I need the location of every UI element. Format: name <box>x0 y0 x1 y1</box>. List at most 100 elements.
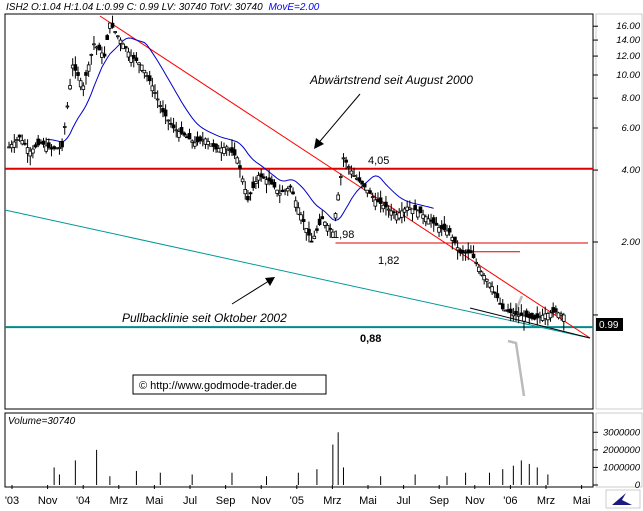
price-bar-body <box>490 286 494 293</box>
price-bar-body <box>485 278 489 282</box>
price-bar-body <box>548 312 553 319</box>
last-price-box <box>596 318 623 331</box>
price-bar-body <box>562 314 566 322</box>
last-price-value: 0.99 <box>599 320 619 331</box>
price-bar-body <box>275 189 279 194</box>
price-bar-body <box>174 129 179 132</box>
y-tick-label: 4.00 <box>622 165 641 176</box>
price-bar-body <box>296 207 301 215</box>
copyright-box <box>132 374 327 395</box>
x-tick-label: Mrz <box>537 495 555 507</box>
price-bar-body <box>57 147 62 149</box>
price-bar-body <box>312 235 317 240</box>
price-bar-body <box>479 271 484 276</box>
price-bar-body <box>522 315 526 322</box>
level-198-label: 1,98 <box>333 229 354 241</box>
price-bar-body <box>339 176 343 178</box>
x-tick-label: '06 <box>503 495 517 507</box>
ohlc-header: ISH2 O:1.04 H:1.04 L:0.99 C: 0.99 LV: 30… <box>6 2 320 13</box>
price-bar-body <box>81 85 86 90</box>
price-bar-body <box>84 72 88 76</box>
price-bar-body <box>500 303 505 310</box>
price-bar-body <box>437 227 441 233</box>
volume-bars <box>53 432 549 485</box>
wedge-line <box>469 307 591 339</box>
price-bar-body <box>535 313 540 319</box>
x-tick-label: Sep <box>429 495 449 507</box>
volume-tick-label: 0 <box>635 480 641 491</box>
pullback-arrow <box>231 278 273 305</box>
x-tick-label: Mai <box>146 495 164 507</box>
price-bar-body <box>317 218 322 226</box>
x-axis: '03 Nov '04 Mrz Mai Jul Sep Nov '05 Mrz Mai Jul Sep N… <box>5 485 590 507</box>
support-label: 0,88 <box>360 333 381 345</box>
price-bar-body <box>272 181 277 188</box>
resistance-label: 4,05 <box>368 155 389 167</box>
x-tick-label: Jul <box>183 495 197 507</box>
price-bar-body <box>235 157 240 164</box>
price-bar-body <box>76 72 80 76</box>
ma-label: MovE=2.00 <box>268 2 319 13</box>
price-bar-body <box>78 80 83 88</box>
price-bar-body <box>487 282 492 288</box>
x-tick-label: Mai <box>359 495 377 507</box>
moving-average <box>46 37 434 221</box>
price-bar-body <box>328 227 332 230</box>
price-bar-body <box>182 132 187 136</box>
price-bar-body <box>474 261 478 264</box>
price-bar-body <box>333 213 338 219</box>
downtrend-arrow <box>315 93 361 147</box>
x-tick-label: Nov <box>38 495 58 507</box>
copyright-text: © http://www.godmode-trader.de <box>139 380 297 392</box>
price-bar-body <box>288 185 293 188</box>
price-bar-body <box>349 170 354 175</box>
volume-tick-label: 3000000 <box>603 427 641 438</box>
price-bar-body <box>256 174 261 181</box>
price-bar-body <box>147 75 152 82</box>
price-bar-body <box>47 142 51 148</box>
price-bars <box>7 15 566 331</box>
price-bar-body <box>20 140 25 145</box>
price-bar-body <box>248 192 253 195</box>
price-bar-body <box>418 206 423 214</box>
x-tick-label: Mrz <box>110 495 128 507</box>
price-bar-body <box>352 174 356 177</box>
price-bar-body <box>179 127 184 134</box>
price-bar-body <box>113 31 117 33</box>
price-bar-body <box>264 179 269 185</box>
volume-label: Volume=30740 <box>8 416 76 427</box>
price-bar-body <box>193 142 197 147</box>
price-bar-body <box>301 219 306 222</box>
price-bar-body <box>453 236 457 243</box>
price-bar-body <box>410 208 415 215</box>
price-bar-body <box>139 64 144 71</box>
arrow-logo-icon <box>612 493 632 505</box>
downtrend-line <box>99 15 591 339</box>
price-bar-body <box>177 131 181 138</box>
price-bar-body <box>102 53 107 57</box>
price-bar-body <box>299 214 303 221</box>
price-bar-body <box>68 85 72 90</box>
price-bar-body <box>142 69 147 74</box>
price-bar-body <box>285 188 290 192</box>
price-bar-body <box>492 291 497 294</box>
price-bar-body <box>344 159 348 163</box>
price-bar-body <box>482 275 486 281</box>
price-bar-body <box>41 140 46 145</box>
price-bar-body <box>17 134 22 138</box>
price-bar-body <box>163 109 168 117</box>
price-bar-body <box>171 124 176 129</box>
price-bar-body <box>373 199 378 207</box>
price-bar-body <box>105 35 110 40</box>
price-bar-body <box>277 192 282 196</box>
price-bar-body <box>415 210 420 218</box>
volume-tick-label: 2000000 <box>602 445 641 456</box>
price-bar-body <box>362 183 367 188</box>
price-bar-body <box>368 190 372 194</box>
price-bar-body <box>137 62 141 66</box>
price-bar-body <box>495 293 500 299</box>
price-bar-body <box>461 250 465 254</box>
price-bar-body <box>243 189 248 195</box>
x-tick-label: '04 <box>76 495 90 507</box>
